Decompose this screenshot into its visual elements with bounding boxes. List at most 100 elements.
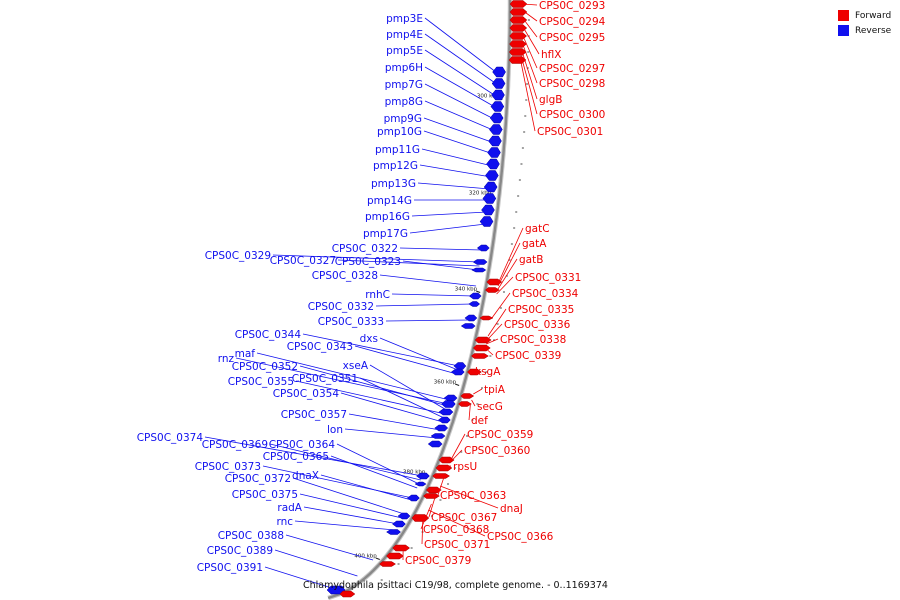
reverse-leader-line bbox=[399, 247, 483, 251]
forward-leader-line bbox=[491, 292, 511, 319]
reverse-leader-line bbox=[423, 117, 495, 144]
reverse-gene-label: pmp4E bbox=[386, 29, 423, 41]
tick-label: 360 kbp bbox=[434, 380, 457, 386]
forward-leader-line bbox=[421, 519, 424, 545]
forward-gene bbox=[508, 56, 527, 64]
genome-caption: Chlamydophila psittaci C19/98, complete … bbox=[303, 580, 608, 591]
reverse-gene-label: xseA bbox=[343, 360, 369, 372]
forward-gene bbox=[423, 493, 440, 499]
reverse-leader-line bbox=[320, 474, 412, 501]
legend-item-forward: Forward bbox=[838, 8, 891, 23]
forward-gene-label: CPS0C_0379 bbox=[405, 555, 471, 567]
forward-gene bbox=[508, 48, 527, 56]
forward-leader-line bbox=[521, 9, 538, 22]
reverse-swatch-icon bbox=[838, 25, 849, 36]
reverse-gene-label: CPS0C_0375 bbox=[232, 489, 298, 501]
forward-gene-label: CPS0C_0360 bbox=[464, 445, 530, 457]
reverse-gene-label: CPS0C_0332 bbox=[308, 301, 374, 313]
forward-leader-line bbox=[428, 495, 436, 518]
reverse-gene-label: pmp12G bbox=[373, 160, 418, 172]
reverse-gene-label: pmp14G bbox=[367, 195, 412, 207]
forward-gene-label: dnaJ bbox=[500, 503, 523, 515]
reverse-gene-label: CPS0C_0369 bbox=[202, 439, 268, 451]
reverse-leader-line bbox=[424, 17, 499, 75]
reverse-gene-label: dnaX bbox=[292, 470, 319, 482]
reverse-gene bbox=[488, 135, 502, 147]
forward-leader-line bbox=[521, 3, 538, 6]
reverse-gene-label: pmp3E bbox=[386, 13, 423, 25]
forward-gene-label: gatC bbox=[525, 223, 550, 235]
reverse-gene-label: CPS0C_0357 bbox=[281, 409, 347, 421]
forward-leader-line bbox=[521, 32, 538, 69]
reverse-gene-label: CPS0C_0323 bbox=[335, 256, 401, 268]
forward-gene-label: rpsU bbox=[453, 461, 477, 473]
reverse-gene-label: rnz bbox=[218, 353, 235, 365]
reverse-leader-line bbox=[411, 211, 488, 217]
reverse-leader-line bbox=[379, 337, 459, 371]
forward-gene bbox=[484, 287, 500, 293]
forward-gene-label: CPS0C_0297 bbox=[539, 63, 605, 75]
reverse-gene bbox=[464, 314, 478, 322]
reverse-leader-line bbox=[424, 83, 497, 121]
forward-leader-line bbox=[520, 48, 538, 100]
legend-label-reverse: Reverse bbox=[855, 25, 892, 36]
forward-gene-label: ksgA bbox=[475, 366, 501, 378]
forward-gene-label: CPS0C_0366 bbox=[487, 531, 554, 543]
forward-gene bbox=[474, 336, 492, 344]
reverse-gene-label: CPS0C_0364 bbox=[269, 439, 336, 451]
reverse-gene bbox=[487, 147, 501, 158]
reverse-leader-line bbox=[285, 534, 374, 561]
reverse-gene bbox=[476, 244, 490, 252]
reverse-leader-line bbox=[421, 148, 493, 167]
reverse-leader-line bbox=[424, 49, 498, 98]
forward-leader-line bbox=[521, 24, 540, 55]
reverse-leader-line bbox=[269, 443, 421, 481]
reverse-gene-label: pmp17G bbox=[363, 228, 408, 240]
reverse-gene-label: CPS0C_0343 bbox=[287, 341, 353, 353]
reverse-gene bbox=[430, 433, 446, 439]
legend-item-reverse: Reverse bbox=[838, 23, 891, 38]
tick-label: 300 kbp bbox=[477, 94, 500, 100]
forward-gene bbox=[379, 561, 397, 567]
forward-leader-line bbox=[497, 242, 521, 287]
reverse-gene-label: CPS0C_0328 bbox=[312, 270, 378, 282]
reverse-leader-line bbox=[292, 477, 405, 515]
reverse-gene bbox=[460, 323, 476, 329]
genome-backbone bbox=[327, 0, 513, 600]
reverse-leader-line bbox=[272, 254, 481, 263]
forward-leader-line bbox=[486, 323, 503, 341]
reverse-gene-label: radA bbox=[277, 502, 302, 514]
forward-gene bbox=[472, 344, 491, 352]
scale-ticks: 300 kbp 320 kbp 340 kbp 360 kbp 380 kbp 400 k… bbox=[354, 19, 530, 581]
reverse-leader-line bbox=[424, 100, 496, 132]
forward-gene bbox=[509, 0, 528, 8]
reverse-leader-line bbox=[424, 66, 497, 109]
reverse-gene bbox=[392, 520, 406, 528]
forward-gene-label: CPS0C_0363 bbox=[440, 490, 506, 502]
tick-label: 320 kbp bbox=[469, 191, 492, 197]
reverse-gene-label: CPS0C_0351 bbox=[292, 373, 358, 385]
forward-leader-line bbox=[451, 433, 466, 459]
forward-gene-label: CPS0C_0294 bbox=[539, 16, 606, 28]
reverse-gene bbox=[481, 204, 495, 216]
forward-leader-line bbox=[450, 449, 463, 463]
forward-leader-line bbox=[428, 509, 486, 537]
backbone-line bbox=[327, 0, 512, 600]
reverse-leader-line bbox=[419, 164, 492, 178]
reverse-gene-label: rnhC bbox=[365, 289, 390, 301]
reverse-gene bbox=[485, 170, 499, 181]
forward-gene bbox=[479, 315, 494, 321]
reverse-gene bbox=[407, 494, 420, 502]
reverse-gene bbox=[482, 193, 497, 204]
reverse-gene-label: CPS0C_0372 bbox=[225, 473, 291, 485]
reverse-leader-line bbox=[385, 319, 470, 322]
reverse-gene bbox=[443, 394, 458, 402]
forward-leader-line bbox=[472, 370, 480, 375]
forward-gene bbox=[392, 544, 411, 552]
reverse-gene-label: CPS0C_0327 bbox=[270, 255, 336, 267]
forward-gene-label: def bbox=[471, 415, 488, 427]
forward-gene-label: hflX bbox=[541, 49, 561, 61]
reverse-leader-line bbox=[354, 345, 457, 375]
reverse-gene-label: pmp6H bbox=[385, 62, 423, 74]
